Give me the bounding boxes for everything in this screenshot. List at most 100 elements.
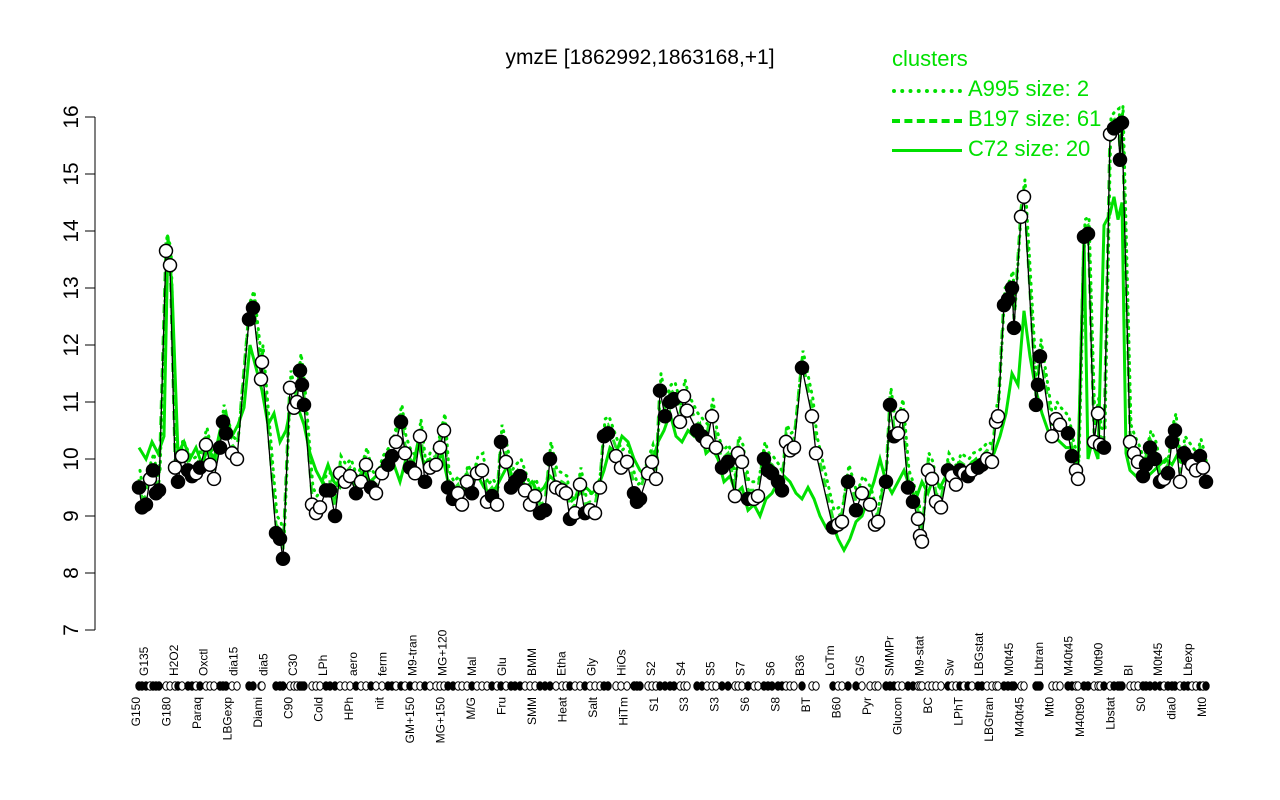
svg-text:Lbtran: Lbtran <box>1032 642 1046 676</box>
svg-text:LBGstat: LBGstat <box>972 632 986 676</box>
svg-text:S2: S2 <box>644 661 658 676</box>
svg-text:G135: G135 <box>137 646 151 676</box>
svg-text:S3: S3 <box>708 697 722 712</box>
svg-text:Cold: Cold <box>312 697 326 722</box>
dashed-line-icon <box>892 119 962 123</box>
svg-text:Mal: Mal <box>465 657 479 676</box>
svg-text:M9-tran: M9-tran <box>406 635 420 676</box>
svg-text:BMM: BMM <box>525 648 539 676</box>
svg-text:S3: S3 <box>677 697 691 712</box>
svg-text:MG+120: MG+120 <box>435 629 449 676</box>
svg-text:SMM: SMM <box>525 697 539 725</box>
svg-text:M9-stat: M9-stat <box>913 635 927 676</box>
svg-text:14: 14 <box>60 219 83 243</box>
svg-text:Mt0: Mt0 <box>1195 697 1209 717</box>
y-axis: 7 8 9 10 11 12 13 14 15 16 <box>60 105 96 636</box>
svg-text:nit: nit <box>373 696 387 709</box>
svg-text:9: 9 <box>60 510 83 522</box>
svg-text:M40t90: M40t90 <box>1073 697 1087 737</box>
svg-text:dia5: dia5 <box>256 653 270 676</box>
svg-text:Glu: Glu <box>495 657 509 676</box>
svg-text:M40t45: M40t45 <box>1062 636 1076 676</box>
svg-text:Paraq: Paraq <box>190 697 204 729</box>
svg-text:13: 13 <box>60 276 83 299</box>
svg-text:GM+150: GM+150 <box>403 697 417 744</box>
svg-text:Mt0: Mt0 <box>1043 697 1057 717</box>
svg-text:C30: C30 <box>286 654 300 676</box>
cluster-b197-line <box>137 114 1208 551</box>
svg-text:M0t45: M0t45 <box>1151 642 1165 676</box>
svg-text:M40t45: M40t45 <box>1012 697 1026 737</box>
x-rug-markers <box>135 681 1210 691</box>
legend-entry-b197: B197 size: 61 <box>892 104 1101 134</box>
svg-text:Lbexp: Lbexp <box>1181 643 1195 676</box>
svg-text:BI: BI <box>1121 665 1135 676</box>
legend-entry-c72: C72 size: 20 <box>892 134 1090 164</box>
svg-text:MG+150: MG+150 <box>434 697 448 744</box>
solid-line-icon <box>892 149 962 152</box>
legend-title: clusters <box>892 46 968 71</box>
svg-text:S7: S7 <box>734 661 748 676</box>
svg-text:dia0: dia0 <box>1165 697 1179 720</box>
svg-text:M/G: M/G <box>464 697 478 720</box>
svg-text:HPh: HPh <box>342 697 356 720</box>
svg-text:Heat: Heat <box>555 696 569 722</box>
svg-text:LBGexp: LBGexp <box>220 697 234 741</box>
dotted-line-icon <box>892 89 962 93</box>
svg-text:G180: G180 <box>160 697 174 727</box>
svg-text:S4: S4 <box>674 661 688 676</box>
svg-text:10: 10 <box>60 447 83 470</box>
svg-text:16: 16 <box>60 105 83 128</box>
svg-text:12: 12 <box>60 333 83 356</box>
svg-text:H2O2: H2O2 <box>167 644 181 676</box>
cluster-c72-line <box>137 196 1198 554</box>
svg-text:Glucon: Glucon <box>890 697 904 735</box>
svg-text:S6: S6 <box>738 697 752 712</box>
svg-text:Etha: Etha <box>555 651 569 676</box>
svg-text:B36: B36 <box>793 654 807 676</box>
chart-title: ymzE [1862992,1863168,+1] <box>505 46 775 69</box>
svg-text:M0t90: M0t90 <box>1092 642 1106 676</box>
svg-text:Oxctl: Oxctl <box>197 649 211 676</box>
svg-text:BT: BT <box>799 696 813 712</box>
svg-text:Gly: Gly <box>584 658 598 676</box>
svg-text:SMMPr: SMMPr <box>883 636 897 676</box>
svg-text:Salt: Salt <box>586 696 600 717</box>
svg-text:HiTm: HiTm <box>616 697 630 726</box>
svg-text:11: 11 <box>60 391 83 413</box>
x-axis-labels: G135 H2O2 Oxctl dia15 dia5 C30 LPh aero ferm M9-t… <box>129 629 1209 743</box>
svg-text:ferm: ferm <box>376 652 390 676</box>
svg-text:7: 7 <box>60 624 83 636</box>
svg-text:M0t45: M0t45 <box>1002 642 1016 676</box>
svg-text:S1: S1 <box>647 697 661 712</box>
svg-text:S6: S6 <box>763 661 777 676</box>
svg-text:LPh: LPh <box>316 655 330 676</box>
svg-text:Sw: Sw <box>942 659 956 676</box>
cluster-a995-line <box>138 105 1209 542</box>
svg-text:HiOs: HiOs <box>614 649 628 676</box>
svg-text:15: 15 <box>60 162 83 185</box>
svg-text:LPhT: LPhT <box>951 696 965 725</box>
svg-text:LoTm: LoTm <box>823 645 837 676</box>
svg-text:Pyr: Pyr <box>860 697 874 715</box>
svg-text:LBGtran: LBGtran <box>982 697 996 742</box>
expression-line <box>138 122 1207 559</box>
svg-text:S5: S5 <box>704 661 718 676</box>
svg-text:G150: G150 <box>129 697 143 727</box>
svg-text:G/S: G/S <box>853 655 867 676</box>
svg-text:C90: C90 <box>281 697 295 719</box>
legend: clusters A995 size: 2 B197 size: 61 C72 … <box>892 44 1101 164</box>
svg-text:aero: aero <box>346 652 360 676</box>
svg-text:8: 8 <box>60 567 83 579</box>
svg-text:B60: B60 <box>830 697 844 719</box>
legend-entry-a995: A995 size: 2 <box>892 74 1089 104</box>
svg-text:dia15: dia15 <box>227 646 241 676</box>
svg-text:Lbstat: Lbstat <box>1104 696 1118 729</box>
svg-text:BC: BC <box>921 697 935 714</box>
svg-text:S8: S8 <box>769 697 783 712</box>
svg-text:Fru: Fru <box>495 697 509 715</box>
svg-text:S0: S0 <box>1134 697 1148 712</box>
svg-text:Diami: Diami <box>251 697 265 728</box>
data-points <box>131 115 1214 567</box>
